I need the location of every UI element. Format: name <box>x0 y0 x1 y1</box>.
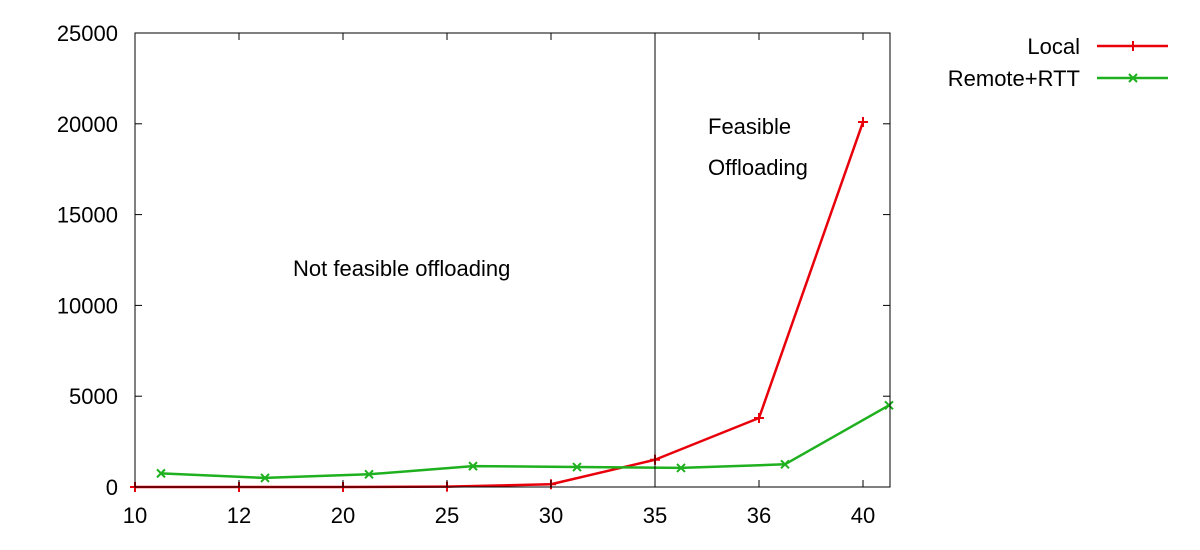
x-tick-label: 40 <box>851 503 875 528</box>
legend-marker-local <box>1128 41 1138 51</box>
x-tick-label: 20 <box>331 503 355 528</box>
data-point-remote-rtt <box>260 473 270 483</box>
y-tick-label: 10000 <box>57 293 118 318</box>
x-axis-ticks: 10 12 20 25 30 35 36 40 <box>123 33 875 528</box>
data-point-local <box>754 412 764 423</box>
x-tick-label: 10 <box>123 503 147 528</box>
legend-label-local: Local <box>1027 34 1080 59</box>
legend-marker-remote-rtt <box>1128 73 1138 83</box>
x-tick-label: 36 <box>747 503 771 528</box>
y-axis-ticks: 0 5000 10000 15000 20000 25000 <box>57 21 890 500</box>
plot-frame <box>134 32 891 488</box>
data-point-remote-rtt <box>780 459 790 470</box>
y-tick-label: 5000 <box>69 384 118 409</box>
data-point-remote-rtt <box>468 461 478 471</box>
x-tick-label: 30 <box>539 503 563 528</box>
data-point-local <box>858 116 868 127</box>
y-tick-label: 15000 <box>57 203 118 228</box>
legend: Local Remote+RTT <box>948 34 1168 91</box>
x-tick-label: 25 <box>435 503 459 528</box>
data-point-remote-rtt <box>676 463 686 473</box>
data-point-remote-rtt <box>572 462 582 472</box>
series-line-remote-rtt <box>160 404 890 480</box>
y-tick-label: 25000 <box>57 21 118 46</box>
data-point-remote-rtt <box>884 400 894 410</box>
y-tick-label: 0 <box>106 475 118 500</box>
data-point-remote-rtt <box>364 469 374 479</box>
data-point-remote-rtt <box>156 468 166 479</box>
not-feasible-annotation: Not feasible offloading <box>293 256 510 281</box>
feasible-annotation-line2: Offloading <box>708 155 808 180</box>
x-tick-label: 12 <box>227 503 251 528</box>
legend-label-remote-rtt: Remote+RTT <box>948 66 1080 91</box>
y-tick-label: 20000 <box>57 112 118 137</box>
x-tick-label: 35 <box>643 503 667 528</box>
feasible-annotation-line1: Feasible <box>708 114 791 139</box>
